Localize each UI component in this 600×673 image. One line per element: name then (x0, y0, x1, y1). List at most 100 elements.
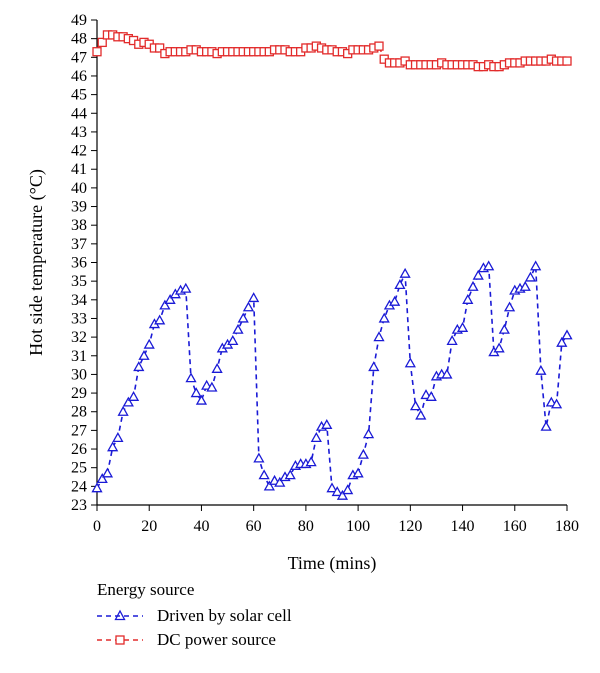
data-point (425, 390, 437, 401)
x-axis-ticks: 0 20 40 60 80 100 120 140 160 180 (93, 505, 579, 535)
x-tick-label: 40 (193, 518, 209, 535)
y-tick-label: 44 (71, 105, 87, 122)
y-tick-label: 38 (71, 217, 87, 234)
data-point (101, 467, 114, 478)
data-point (211, 363, 223, 373)
data-point (519, 280, 531, 291)
data-point (446, 335, 458, 345)
data-point (305, 456, 317, 467)
y-tick-label: 32 (71, 329, 87, 346)
data-point (331, 486, 343, 497)
data-point (326, 482, 338, 493)
data-point (92, 47, 102, 57)
y-tick-label: 27 (71, 422, 87, 439)
y-tick-label: 34 (71, 292, 87, 309)
x-tick-label: 20 (141, 518, 157, 535)
y-tick-label: 35 (71, 273, 87, 290)
data-point (415, 409, 427, 420)
data-point (362, 428, 375, 439)
y-tick-label: 46 (71, 68, 87, 85)
data-point (190, 387, 202, 398)
data-point (91, 482, 103, 493)
data-point (112, 432, 124, 442)
data-point (127, 390, 140, 401)
data-point (180, 282, 192, 293)
data-point (561, 329, 573, 340)
series-1 (92, 30, 572, 72)
data-point (456, 321, 469, 332)
data-point (441, 368, 453, 379)
data-point (248, 292, 260, 303)
data-point (206, 381, 218, 392)
square-marker-icon (97, 635, 143, 645)
data-point (274, 476, 286, 487)
legend-entry-solar: Driven by solar cell (97, 604, 292, 628)
data-point (284, 469, 296, 480)
data-point (232, 323, 244, 334)
y-tick-label: 42 (71, 143, 87, 160)
data-point (389, 295, 401, 306)
data-point (399, 267, 411, 278)
y-tick-label: 47 (71, 49, 87, 66)
data-point (336, 489, 349, 500)
data-point (122, 396, 134, 407)
data-point (556, 336, 568, 347)
y-tick-label: 31 (71, 348, 87, 365)
data-point (253, 452, 265, 463)
y-tick-label: 25 (71, 460, 87, 477)
data-point (472, 269, 484, 280)
data-point (227, 335, 239, 345)
data-point (133, 361, 145, 372)
data-point (462, 293, 474, 304)
y-tick-label: 48 (71, 31, 87, 48)
data-point (185, 372, 197, 383)
data-point (373, 331, 385, 342)
data-point (352, 467, 364, 478)
x-tick-label: 180 (555, 518, 579, 535)
legend-label-dc: DC power source (157, 630, 276, 649)
y-tick-label: 39 (71, 199, 87, 216)
y-tick-label: 45 (71, 87, 87, 104)
data-point (535, 364, 547, 375)
data-point (154, 314, 166, 325)
data-point (107, 441, 119, 452)
y-tick-label: 41 (71, 161, 87, 178)
x-tick-label: 120 (398, 518, 422, 535)
chart-axes (96, 20, 567, 506)
x-tick-label: 160 (503, 518, 527, 535)
data-point (155, 43, 165, 53)
data-point (237, 312, 249, 323)
y-tick-label: 24 (71, 478, 87, 495)
y-tick-label: 37 (71, 236, 87, 253)
data-point (540, 420, 552, 431)
data-point (138, 349, 150, 360)
data-point (562, 56, 572, 66)
data-point (524, 271, 537, 282)
x-axis-label: Time (mins) (288, 553, 377, 574)
data-point (164, 293, 176, 304)
y-tick-label: 26 (71, 441, 87, 458)
legend-entry-dc: DC power source (97, 628, 292, 652)
data-point (97, 37, 107, 48)
y-tick-label: 33 (71, 310, 87, 327)
legend: Energy source Driven by solar cell DC po… (97, 580, 292, 652)
series-0 (91, 260, 573, 500)
legend-label-solar: Driven by solar cell (157, 606, 292, 625)
data-point (530, 260, 542, 271)
data-point (368, 361, 380, 372)
data-point (404, 357, 416, 368)
x-tick-label: 60 (246, 518, 262, 535)
legend-title: Energy source (97, 580, 195, 599)
data-point (143, 338, 155, 349)
y-tick-label: 29 (71, 385, 87, 402)
data-point (310, 432, 322, 442)
y-tick-label: 43 (71, 124, 87, 141)
data-point (467, 280, 479, 291)
data-point (357, 448, 369, 459)
x-tick-label: 80 (298, 518, 314, 535)
y-tick-label: 23 (71, 497, 87, 514)
y-tick-label: 36 (71, 255, 87, 272)
data-point (321, 418, 333, 429)
triangle-marker-icon (97, 609, 143, 621)
